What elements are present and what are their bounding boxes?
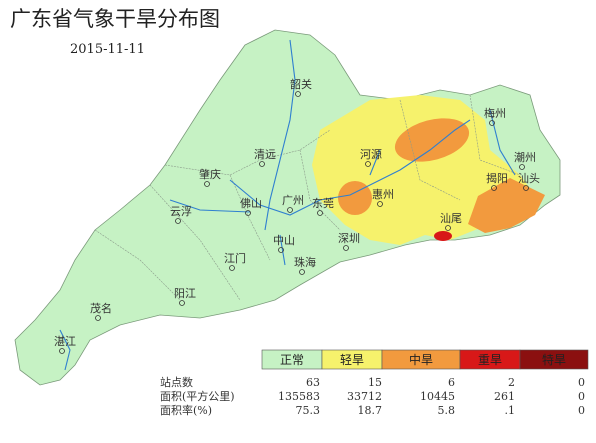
city-dot [175, 218, 181, 224]
table-cell: 135583 [278, 390, 320, 403]
rivers [59, 39, 516, 371]
city-dot [523, 185, 529, 191]
city-dot [179, 300, 185, 306]
table-cell: 0 [578, 404, 585, 417]
table-cell: 15 [368, 376, 382, 389]
city-label: 云浮 [170, 205, 192, 218]
city-label: 惠州 [372, 187, 394, 201]
boundaries [94, 94, 521, 301]
city-dot [59, 348, 65, 354]
table-cell: 0 [578, 376, 585, 389]
city-dot [519, 164, 525, 170]
table-cell: 261 [494, 390, 515, 403]
table-cell: 10445 [420, 390, 455, 403]
city-dot [278, 247, 284, 253]
city-label: 清远 [254, 148, 276, 161]
city-dot [229, 265, 235, 271]
city-dot [287, 207, 293, 213]
table-cell: 75.3 [296, 404, 321, 417]
city-label: 广州 [282, 194, 304, 207]
moderate-drought-area [468, 178, 545, 233]
city-label: 汕尾 [440, 212, 462, 225]
city-label: 韶关 [290, 77, 312, 91]
city-label: 茂名 [90, 301, 112, 315]
table-cell: 33712 [347, 390, 382, 403]
legend-label: 重旱 [478, 353, 502, 367]
city-dot [259, 161, 265, 167]
city-dot [365, 161, 371, 167]
moderate-drought-area [394, 118, 470, 162]
table-cell: 5.8 [438, 404, 456, 417]
city-label: 江门 [224, 251, 246, 265]
table-cell: 18.7 [358, 404, 383, 417]
city-label: 东莞 [312, 197, 334, 210]
city-label: 深圳 [338, 232, 360, 245]
city-dot [295, 91, 301, 97]
city-dot [299, 269, 305, 275]
city-label: 珠海 [294, 255, 316, 269]
city-dot [245, 210, 251, 216]
table-cell: 0 [578, 390, 585, 403]
table-cell: .1 [505, 404, 516, 417]
table-cell: 2 [508, 376, 515, 389]
date: 2015-11-11 [70, 42, 145, 57]
city-label: 梅州 [484, 106, 506, 120]
legend-label: 中旱 [409, 352, 433, 367]
row-label: 站点数 [160, 375, 193, 389]
city-dot [377, 201, 383, 207]
map [14, 29, 561, 386]
city-dot [95, 315, 101, 321]
city-label: 中山 [273, 234, 295, 247]
table-cell: 6 [448, 376, 455, 389]
legend-label: 正常 [280, 353, 304, 367]
city-label: 揭阳 [486, 171, 508, 185]
city-dot [204, 181, 210, 187]
city-dot [445, 225, 451, 231]
moderate-drought-area [338, 181, 372, 215]
city-label: 汕头 [518, 172, 540, 185]
city-dot [489, 120, 495, 126]
row-label: 面积(平方公里) [160, 389, 235, 403]
city-label: 潮州 [514, 150, 536, 164]
city-label: 阳江 [174, 287, 196, 300]
city-label: 肇庆 [199, 167, 221, 181]
city-dot [343, 245, 349, 251]
row-label: 面积率(%) [160, 403, 212, 417]
city-label: 佛山 [240, 197, 262, 210]
legend-label: 特旱 [542, 352, 566, 367]
severe-drought-area [434, 231, 452, 241]
legend-label: 轻旱 [340, 353, 364, 367]
city-dot [317, 210, 323, 216]
city-label: 河源 [360, 147, 382, 161]
title: 广东省气象干旱分布图 [10, 7, 220, 31]
city-label: 湛江 [54, 335, 76, 348]
legend-swatch [519, 349, 589, 370]
table-cell: 63 [306, 376, 320, 389]
city-dot [491, 185, 497, 191]
